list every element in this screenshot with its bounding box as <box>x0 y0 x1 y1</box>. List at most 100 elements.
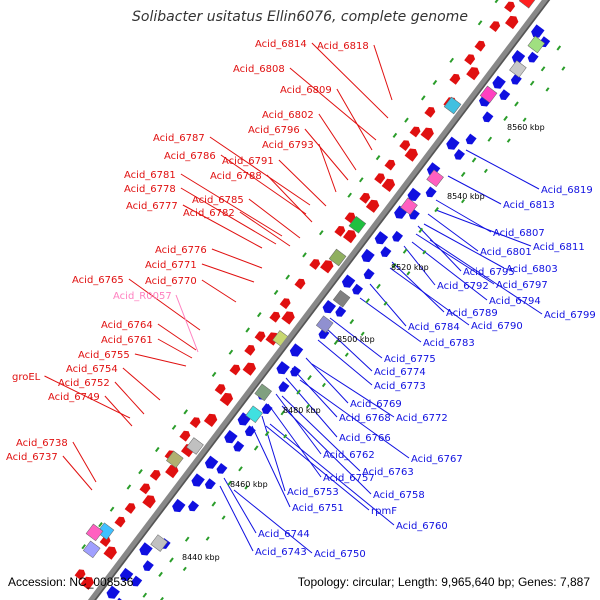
gene-mark <box>392 132 398 138</box>
leader-line <box>157 323 197 351</box>
rna-gene-label: Acid_R0057 <box>113 291 172 302</box>
reverse-gene-arrow <box>341 274 356 288</box>
reverse-gene-arrow <box>407 187 421 202</box>
reverse-gene-label: Acid_6801 <box>480 247 532 258</box>
forward-gene-arrow <box>320 260 334 274</box>
leader-line <box>304 128 349 181</box>
forward-gene-label: Acid_6788 <box>210 171 262 182</box>
gene-mark <box>283 434 288 439</box>
leader-line <box>311 42 389 119</box>
forward-gene-arrow <box>309 259 321 270</box>
reverse-gene-label: rpmF <box>371 506 397 517</box>
reverse-gene-arrow <box>465 133 477 145</box>
gene-mark <box>347 192 353 198</box>
gene-mark <box>307 375 312 381</box>
forward-gene-arrow <box>466 67 480 81</box>
leader-line <box>265 425 370 511</box>
gene-mark <box>529 80 535 86</box>
gene-mark <box>126 484 132 490</box>
gene-mark <box>349 319 355 325</box>
forward-gene-arrow <box>365 199 380 213</box>
leader-line <box>201 279 237 303</box>
leader-line <box>128 278 201 331</box>
leader-line <box>248 198 301 239</box>
feature-box <box>426 169 444 188</box>
reverse-gene-arrow <box>352 283 364 295</box>
reverse-gene-label: Acid_6763 <box>362 467 414 478</box>
forward-gene-label: Acid_6761 <box>101 335 153 346</box>
gene-mark <box>376 283 381 289</box>
gene-tracks <box>74 0 566 600</box>
reverse-gene-label: Acid_6790 <box>471 321 523 332</box>
reverse-gene-arrow <box>380 246 392 258</box>
leader-line <box>223 477 257 534</box>
forward-gene-arrow <box>149 469 161 481</box>
reverse-gene-label: Acid_6795 <box>463 267 515 278</box>
leader-line <box>219 485 254 552</box>
leader-line <box>261 415 286 492</box>
topology-text: Topology: circular; Length: 9,965,640 bp… <box>297 575 590 589</box>
gene-mark <box>556 45 562 51</box>
gene-mark <box>487 136 493 142</box>
reverse-gene-label: Acid_6774 <box>374 367 426 378</box>
gene-mark <box>228 349 234 355</box>
forward-gene-arrow <box>203 413 218 428</box>
gene-mark <box>318 230 324 236</box>
forward-gene-arrow <box>424 106 436 118</box>
reverse-gene-label: Acid_6799 <box>544 310 596 321</box>
leader-line <box>318 143 337 193</box>
gene-mark <box>98 522 103 528</box>
leader-line <box>435 209 532 247</box>
leader-line <box>114 381 145 415</box>
reverse-gene-arrow <box>172 498 186 513</box>
leader-line <box>299 379 410 459</box>
leader-line <box>175 294 199 353</box>
gene-mark <box>506 138 511 143</box>
forward-gene-arrow <box>139 483 151 495</box>
reverse-gene-arrow <box>361 248 375 263</box>
leader-line <box>209 136 311 206</box>
leader-line <box>435 199 492 233</box>
forward-gene-arrow <box>142 495 156 509</box>
leader-line <box>182 204 263 249</box>
reverse-gene-label: Acid_6751 <box>292 503 344 514</box>
forward-gene-arrow <box>165 464 179 479</box>
leader-line <box>275 393 322 455</box>
forward-gene-label: Acid_6749 <box>48 392 100 403</box>
leader-line <box>201 263 255 283</box>
forward-gene-arrow <box>449 73 461 85</box>
gene-mark <box>280 410 286 416</box>
forward-gene-arrow <box>404 148 418 162</box>
backbone-line <box>87 0 549 600</box>
forward-gene-arrow <box>279 298 291 310</box>
reverse-gene-arrow <box>131 575 143 587</box>
forward-gene-arrow <box>504 15 519 30</box>
leader-line <box>281 405 372 495</box>
reverse-gene-label: Acid_6789 <box>446 308 498 319</box>
forward-gene-arrow <box>374 173 386 185</box>
gene-mark <box>238 466 243 472</box>
reverse-gene-arrow <box>392 230 404 242</box>
gene-mark <box>344 352 349 357</box>
gene-mark <box>253 445 259 451</box>
reverse-gene-label: Acid_6792 <box>437 281 489 292</box>
forward-gene-arrow <box>74 569 86 581</box>
gene-mark <box>138 469 143 475</box>
gene-mark <box>561 66 566 71</box>
forward-gene-label: Acid_6754 <box>66 364 118 375</box>
reverse-gene-arrow <box>244 425 256 437</box>
genome-title: Solibacter usitatus Ellin6076, complete … <box>132 9 468 25</box>
reverse-gene-label: Acid_6784 <box>408 322 460 333</box>
forward-gene-label: Acid_6764 <box>101 320 153 331</box>
leader-line <box>211 248 263 269</box>
reverse-gene-label: Acid_6783 <box>423 338 475 349</box>
leader-line <box>359 297 422 343</box>
reverse-gene-label: Acid_6797 <box>496 280 548 291</box>
reverse-gene-label: Acid_6773 <box>374 381 426 392</box>
forward-gene-label: Acid_6770 <box>145 276 197 287</box>
reverse-gene-label: Acid_6744 <box>258 529 310 540</box>
reverse-gene-arrow <box>119 567 134 582</box>
leader-line <box>415 233 495 285</box>
feature-box <box>150 534 168 552</box>
forward-gene-arrow <box>189 417 201 429</box>
